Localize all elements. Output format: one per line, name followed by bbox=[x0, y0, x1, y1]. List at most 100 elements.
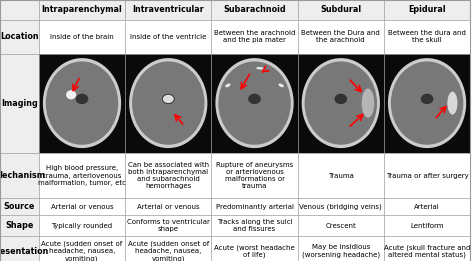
Bar bbox=[125, 20, 211, 54]
Text: Acute (worst headache
of life): Acute (worst headache of life) bbox=[214, 244, 295, 258]
Ellipse shape bbox=[447, 92, 457, 115]
Text: Intraventricular: Intraventricular bbox=[132, 5, 204, 14]
Bar bbox=[211, 54, 298, 153]
Text: Between the Dura and
the arachnoid: Between the Dura and the arachnoid bbox=[301, 30, 380, 43]
Text: Intraparenchymal: Intraparenchymal bbox=[42, 5, 122, 14]
Text: Trauma or after surgery: Trauma or after surgery bbox=[386, 173, 468, 179]
Bar bbox=[39, 198, 125, 215]
Ellipse shape bbox=[388, 58, 466, 148]
Ellipse shape bbox=[163, 95, 173, 103]
Ellipse shape bbox=[362, 88, 374, 118]
Text: Rupture of aneurysms
or arteriovenous
malformations or
trauma: Rupture of aneurysms or arteriovenous ma… bbox=[216, 162, 293, 189]
Text: Tracks along the sulci
and fissures: Tracks along the sulci and fissures bbox=[217, 219, 292, 232]
Bar bbox=[0, 0, 39, 20]
Text: Lentiform: Lentiform bbox=[410, 223, 444, 229]
Text: Venous (bridging veins): Venous (bridging veins) bbox=[300, 204, 382, 210]
Text: Shape: Shape bbox=[5, 221, 34, 230]
Bar bbox=[39, 236, 125, 261]
Text: Subarachnoid: Subarachnoid bbox=[223, 5, 286, 14]
Bar bbox=[384, 20, 470, 54]
Bar bbox=[211, 198, 298, 215]
Bar bbox=[125, 54, 211, 153]
Bar bbox=[0, 20, 39, 54]
Text: Arterial or venous: Arterial or venous bbox=[137, 204, 200, 210]
Bar bbox=[39, 215, 125, 236]
Bar bbox=[39, 20, 125, 54]
Bar bbox=[384, 54, 470, 153]
Bar bbox=[298, 54, 384, 153]
Ellipse shape bbox=[279, 84, 284, 87]
Ellipse shape bbox=[76, 94, 88, 104]
Text: Acute (skull fracture and
altered mental status): Acute (skull fracture and altered mental… bbox=[384, 244, 470, 258]
Text: Can be associated with
both intraparenchymal
and subarachnoid
hemorrhages: Can be associated with both intraparench… bbox=[128, 162, 209, 189]
Bar bbox=[125, 153, 211, 198]
Text: Trauma: Trauma bbox=[328, 173, 354, 179]
Text: Imaging: Imaging bbox=[1, 99, 38, 108]
Ellipse shape bbox=[225, 84, 230, 87]
Bar bbox=[39, 0, 125, 20]
Ellipse shape bbox=[129, 58, 208, 148]
Text: Arterial or venous: Arterial or venous bbox=[51, 204, 113, 210]
Text: High blood pressure,
trauma, arteriovenous
malformation, tumor, etc: High blood pressure, trauma, arterioveno… bbox=[38, 165, 126, 186]
Bar bbox=[0, 153, 39, 198]
Ellipse shape bbox=[256, 67, 264, 69]
Ellipse shape bbox=[391, 61, 463, 145]
Bar bbox=[39, 54, 125, 153]
Bar bbox=[298, 198, 384, 215]
Bar bbox=[125, 198, 211, 215]
Ellipse shape bbox=[43, 58, 121, 148]
Text: Presentation: Presentation bbox=[0, 247, 49, 256]
Bar bbox=[211, 153, 298, 198]
Text: Crescent: Crescent bbox=[326, 223, 356, 229]
Bar bbox=[298, 0, 384, 20]
Ellipse shape bbox=[162, 94, 174, 104]
Text: Location: Location bbox=[0, 32, 39, 41]
Text: Between the dura and
the skull: Between the dura and the skull bbox=[388, 30, 466, 43]
Text: Typically rounded: Typically rounded bbox=[52, 223, 112, 229]
Bar bbox=[211, 20, 298, 54]
Text: Acute (sudden onset of
headache, nausea,
vomiting): Acute (sudden onset of headache, nausea,… bbox=[41, 240, 123, 261]
Bar bbox=[298, 215, 384, 236]
Bar bbox=[0, 198, 39, 215]
Ellipse shape bbox=[66, 90, 76, 99]
Ellipse shape bbox=[301, 58, 380, 148]
Text: Inside of the brain: Inside of the brain bbox=[50, 34, 114, 39]
Bar bbox=[384, 198, 470, 215]
Ellipse shape bbox=[219, 61, 291, 145]
Text: May be insidious
(worsening headache): May be insidious (worsening headache) bbox=[302, 244, 380, 258]
Text: Inside of the ventricle: Inside of the ventricle bbox=[130, 34, 207, 39]
Text: Acute (sudden onset of
headache, nausea,
vomiting): Acute (sudden onset of headache, nausea,… bbox=[128, 240, 209, 261]
Bar bbox=[0, 215, 39, 236]
Ellipse shape bbox=[132, 61, 204, 145]
Bar bbox=[384, 0, 470, 20]
Bar bbox=[211, 236, 298, 261]
Text: Between the arachnoid
and the pia mater: Between the arachnoid and the pia mater bbox=[214, 30, 295, 43]
Bar bbox=[384, 153, 470, 198]
Text: Epidural: Epidural bbox=[408, 5, 446, 14]
Ellipse shape bbox=[248, 94, 261, 104]
Bar bbox=[211, 0, 298, 20]
Ellipse shape bbox=[46, 61, 118, 145]
Bar bbox=[298, 20, 384, 54]
Bar bbox=[125, 236, 211, 261]
Ellipse shape bbox=[305, 61, 377, 145]
Bar bbox=[0, 54, 39, 153]
Ellipse shape bbox=[421, 94, 433, 104]
Bar bbox=[125, 215, 211, 236]
Text: Source: Source bbox=[4, 202, 35, 211]
Bar bbox=[384, 215, 470, 236]
Bar bbox=[384, 236, 470, 261]
Bar bbox=[0, 236, 39, 261]
Bar bbox=[298, 236, 384, 261]
Ellipse shape bbox=[215, 58, 294, 148]
Bar bbox=[298, 153, 384, 198]
Text: Conforms to ventricular
shape: Conforms to ventricular shape bbox=[127, 219, 210, 232]
Text: Predominantly arterial: Predominantly arterial bbox=[216, 204, 293, 210]
Text: Arterial: Arterial bbox=[414, 204, 440, 210]
Bar bbox=[39, 153, 125, 198]
Bar bbox=[125, 0, 211, 20]
Bar bbox=[211, 215, 298, 236]
Ellipse shape bbox=[335, 94, 347, 104]
Text: Mechanism: Mechanism bbox=[0, 171, 45, 180]
Text: Subdural: Subdural bbox=[320, 5, 361, 14]
